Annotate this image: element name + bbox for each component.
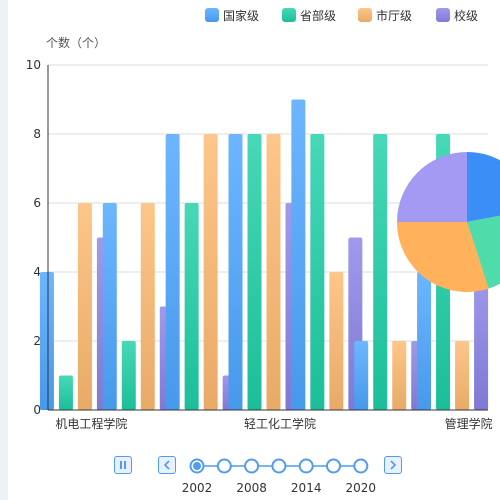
bar[interactable] — [354, 341, 369, 410]
pause-icon — [120, 461, 126, 469]
legend-swatch[interactable] — [205, 8, 219, 22]
pie-slice[interactable] — [467, 209, 500, 289]
y-tick-label: 0 — [33, 403, 41, 417]
pie-chart — [397, 152, 500, 292]
y-axis-ticks: 0 2 4 6 8 10 — [26, 58, 41, 417]
pie-slice[interactable] — [397, 152, 467, 222]
timeline-point[interactable] — [353, 458, 369, 474]
bar[interactable] — [455, 341, 470, 410]
side-strip — [0, 0, 8, 500]
timeline-point[interactable] — [298, 458, 314, 474]
y-tick-label: 4 — [33, 265, 41, 279]
bar[interactable] — [474, 272, 489, 410]
legend-label[interactable]: 市厅级 — [376, 8, 412, 23]
legend-label[interactable]: 省部级 — [300, 8, 336, 23]
bar[interactable] — [184, 203, 199, 410]
x-tick-label: 轻工化工学院 — [244, 416, 316, 431]
timeline-tick-label: 2014 — [291, 481, 322, 495]
x-tick-label: 机电工程学院 — [55, 416, 127, 431]
x-tick-label: 管理学院 — [445, 416, 493, 431]
y-tick-label: 8 — [33, 127, 41, 141]
timeline-tick-label: 2008 — [236, 481, 267, 495]
play-pause-button[interactable] — [114, 456, 132, 474]
timeline-point[interactable] — [216, 458, 232, 474]
x-axis-ticks: 机电工程学院 轻工化工学院 管理学院 — [55, 416, 492, 431]
timeline-tick-label: 2020 — [346, 481, 377, 495]
legend-swatch[interactable] — [282, 8, 296, 22]
y-tick-label: 2 — [33, 334, 41, 348]
y-tick-label: 10 — [26, 58, 41, 72]
bar[interactable] — [77, 203, 92, 410]
bar[interactable] — [203, 134, 218, 410]
legend-swatch[interactable] — [358, 8, 372, 22]
timeline: 2002 2008 2014 2020 — [182, 458, 377, 495]
bar[interactable] — [58, 375, 73, 411]
pie-slice[interactable] — [397, 222, 489, 292]
bar[interactable] — [140, 203, 155, 410]
bar[interactable] — [165, 134, 180, 410]
bar[interactable] — [266, 134, 281, 410]
bar[interactable] — [39, 272, 54, 410]
bar[interactable] — [228, 134, 243, 410]
timeline-point[interactable] — [244, 458, 260, 474]
bar[interactable] — [310, 134, 325, 410]
bar[interactable] — [291, 99, 306, 411]
bar[interactable] — [247, 134, 262, 410]
timeline-selected-marker — [193, 462, 201, 470]
timeline-point[interactable] — [326, 458, 341, 474]
bar[interactable] — [102, 203, 117, 410]
bars — [39, 99, 489, 411]
legend-swatch[interactable] — [436, 8, 450, 22]
chevron-left-icon — [163, 460, 170, 470]
chevron-right-icon — [390, 460, 397, 470]
bar[interactable] — [417, 272, 432, 410]
bar[interactable] — [392, 341, 407, 410]
legend-label[interactable]: 国家级 — [223, 8, 259, 23]
pie-slice[interactable] — [467, 152, 500, 222]
timeline-point[interactable] — [271, 458, 287, 474]
timeline-tick-label: 2002 — [182, 481, 213, 495]
legend-label[interactable]: 校级 — [454, 8, 478, 23]
y-tick-label: 6 — [33, 196, 41, 210]
y-axis-label: 个数（个） — [46, 35, 106, 50]
timeline-prev-button[interactable] — [158, 456, 176, 474]
bar[interactable] — [373, 134, 388, 410]
bar[interactable] — [329, 272, 344, 410]
timeline-next-button[interactable] — [384, 456, 402, 474]
legend: 国家级 省部级 市厅级 校级 — [205, 8, 478, 23]
bar[interactable] — [121, 341, 136, 410]
